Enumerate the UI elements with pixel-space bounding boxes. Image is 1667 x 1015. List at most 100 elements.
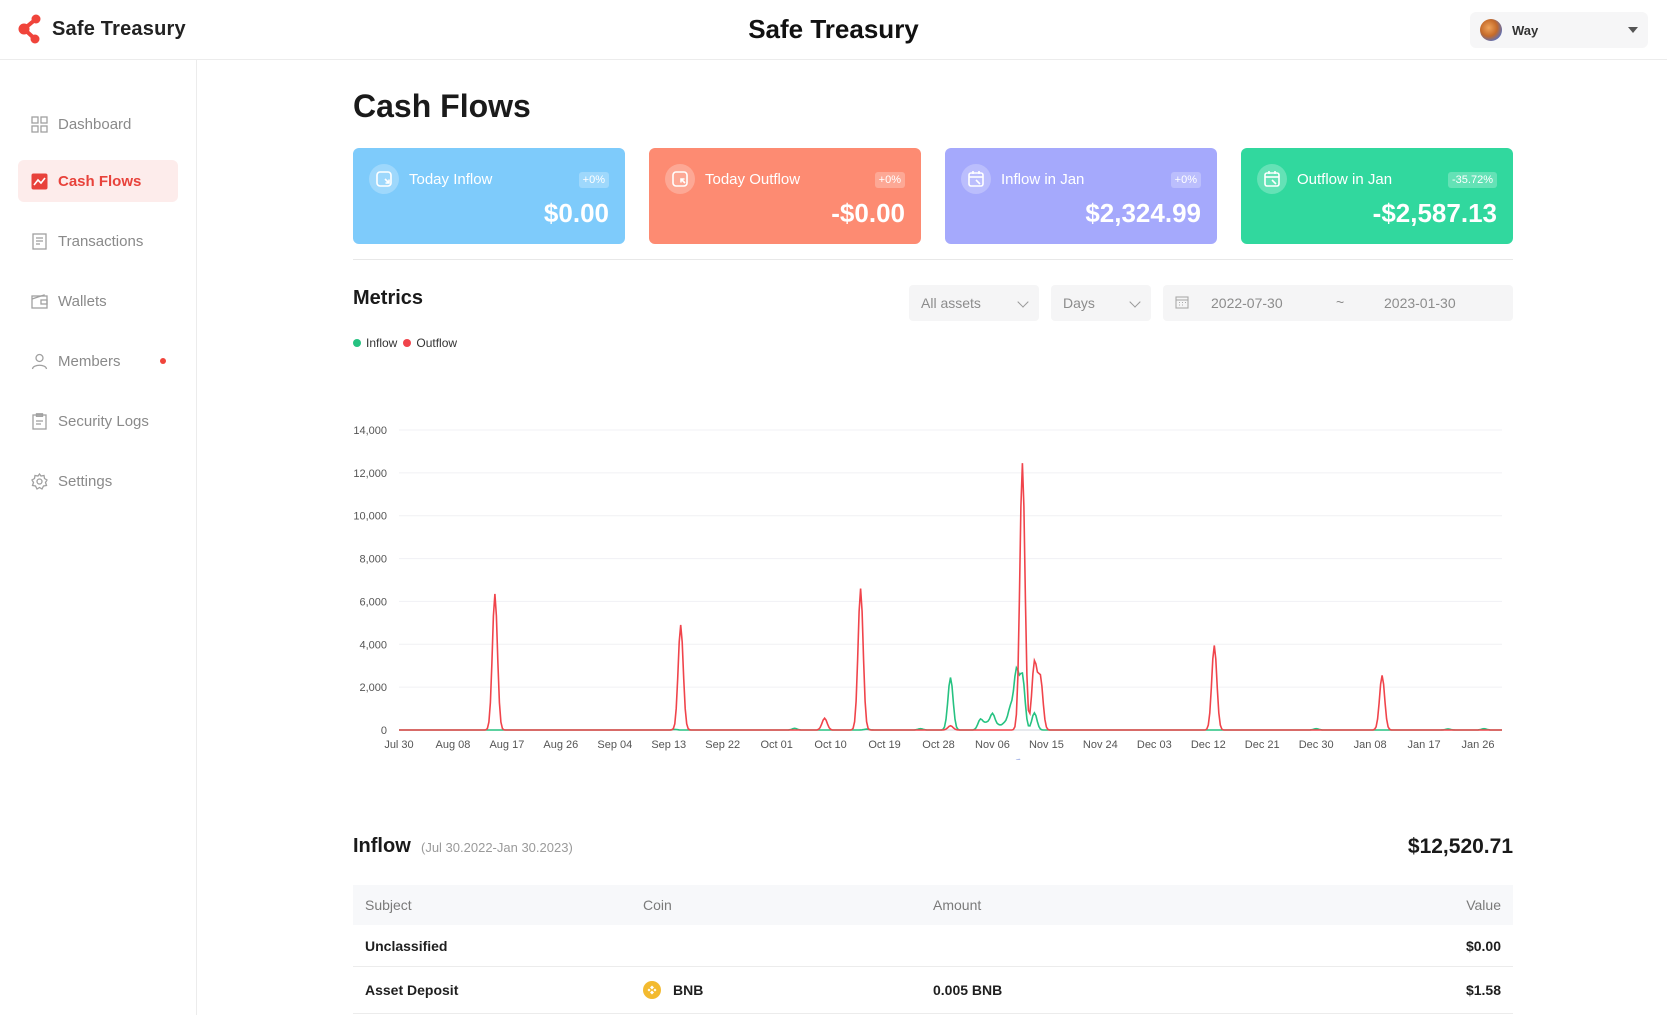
calendar-in-icon (961, 164, 991, 194)
y-tick-label: 6,000 (359, 596, 387, 608)
y-tick-label: 0 (381, 725, 387, 737)
inflow-title: Inflow (353, 835, 411, 857)
card-badge: -35.72% (1448, 172, 1497, 188)
sidebar: Dashboard Cash Flows Transactions Wallet… (0, 60, 197, 1015)
card-label: Today Outflow (705, 171, 801, 188)
x-tick-label: Jan 26 (1462, 739, 1495, 751)
card-inflow-month: Inflow in Jan +0% $2,324.99 (945, 148, 1217, 244)
legend-item-inflow[interactable]: Inflow (353, 336, 397, 350)
user-name: Way (1512, 22, 1539, 38)
page-title: Cash Flows (353, 88, 531, 124)
sidebar-item-label: Cash Flows (58, 172, 142, 190)
x-tick-label: Jan 08 (1354, 739, 1387, 751)
logo-text: Safe Treasury (52, 17, 186, 40)
y-tick-label: 12,000 (353, 468, 387, 480)
header-amount: Amount (933, 897, 982, 913)
sidebar-item-label: Transactions (58, 232, 144, 250)
sidebar-item-transactions[interactable]: Transactions (18, 220, 178, 262)
header-subject: Subject (365, 897, 412, 913)
sidebar-item-label: Settings (58, 472, 113, 490)
sidebar-item-label: Dashboard (58, 115, 132, 133)
table-row[interactable]: Asset Deposit BNB 0.005 BNB $1.58 (353, 967, 1513, 1014)
clipboard-icon (30, 412, 48, 430)
x-tick-label: Aug 17 (489, 739, 524, 751)
card-today-inflow: Today Inflow +0% $0.00 (353, 148, 625, 244)
legend-dot (403, 339, 412, 347)
end-date-input[interactable]: 2023-01-30 (1384, 295, 1456, 311)
card-badge: +0% (874, 172, 905, 188)
x-tick-label: Jan 17 (1408, 739, 1441, 751)
legend-item-outflow[interactable]: Outflow (403, 336, 457, 350)
card-value: $2,324.99 (1085, 198, 1201, 228)
x-tick-label: Nov 24 (1083, 739, 1118, 751)
inflow-series-line (399, 665, 1502, 731)
chevron-down-icon (1129, 296, 1141, 308)
row-subject: Unclassified (365, 937, 448, 954)
dashboard-icon (30, 115, 48, 133)
chevron-down-icon (1017, 296, 1029, 308)
header-value: Value (1466, 897, 1501, 913)
legend-dot (353, 339, 361, 347)
chart-icon (30, 172, 48, 190)
chart-legend: Inflow Outflow (353, 336, 457, 350)
user-menu[interactable]: Way (1470, 12, 1648, 48)
avatar (1480, 19, 1502, 41)
y-tick-label: 4,000 (359, 639, 387, 651)
card-label: Today Inflow (409, 171, 493, 188)
sidebar-item-settings[interactable]: Settings (18, 460, 178, 502)
logo-icon (18, 14, 41, 44)
sidebar-item-cash-flows[interactable]: Cash Flows (18, 160, 178, 202)
wallet-icon (30, 292, 48, 310)
bnb-coin-icon (643, 981, 661, 999)
x-tick-label: Aug 08 (436, 739, 471, 751)
user-icon (30, 352, 48, 370)
header-coin: Coin (643, 897, 672, 913)
sidebar-item-dashboard[interactable]: Dashboard (18, 103, 178, 145)
inflow-table: Subject Coin Amount Value Unclassified $… (353, 885, 1513, 1014)
summary-cards: Today Inflow +0% $0.00 Today Outflow +0%… (353, 148, 1513, 244)
caret-down-icon (1628, 27, 1638, 33)
x-tick-label: Oct 28 (922, 739, 954, 751)
gear-icon (30, 472, 48, 490)
x-tick-label: Dec 30 (1299, 739, 1334, 751)
x-tick-label: Dec 03 (1137, 739, 1172, 751)
start-date-input[interactable]: 2022-07-30 (1211, 295, 1283, 311)
inflow-range: (Jul 30.2022-Jan 30.2023) (421, 840, 573, 855)
x-tick-label: Sep 13 (651, 739, 686, 751)
row-amount: 0.005 BNB (933, 982, 1003, 998)
period-select[interactable]: Days (1051, 285, 1151, 321)
card-value: -$2,587.13 (1372, 198, 1497, 228)
row-subject: Asset Deposit (365, 982, 459, 998)
date-separator: ~ (1336, 294, 1345, 310)
x-tick-label: Dec 12 (1191, 739, 1226, 751)
asset-select[interactable]: All assets (909, 285, 1039, 321)
logo[interactable]: Safe Treasury (18, 14, 186, 44)
sidebar-item-wallets[interactable]: Wallets (18, 280, 178, 322)
outflow-series-line (399, 463, 1502, 731)
x-tick-label: Dec 21 (1245, 739, 1280, 751)
zoom-preview (1015, 758, 1021, 760)
period-select-value: Days (1063, 295, 1095, 311)
sidebar-item-label: Wallets (58, 292, 107, 310)
top-header: Safe Treasury Safe Treasury Way (0, 0, 1667, 60)
y-tick-label: 8,000 (359, 554, 387, 566)
table-row[interactable]: Unclassified $0.00 (353, 925, 1513, 967)
divider (353, 259, 1513, 260)
inflow-icon (369, 164, 399, 194)
calendar-out-icon (1257, 164, 1287, 194)
document-icon (30, 232, 48, 250)
metrics-title: Metrics (353, 287, 424, 309)
x-tick-label: Nov 15 (1029, 739, 1064, 751)
x-tick-label: Nov 06 (975, 739, 1010, 751)
table-header: Subject Coin Amount Value (353, 885, 1513, 925)
row-coin: BNB (643, 981, 933, 999)
date-range-picker[interactable]: 2022-07-30 ~ 2023-01-30 (1163, 285, 1513, 321)
asset-select-value: All assets (921, 295, 981, 311)
sidebar-item-members[interactable]: Members (18, 340, 178, 382)
x-tick-label: Jul 30 (384, 739, 413, 751)
coin-name: BNB (673, 982, 704, 998)
y-tick-label: 2,000 (359, 682, 387, 694)
sidebar-item-security-logs[interactable]: Security Logs (18, 400, 178, 442)
calendar-icon (1175, 295, 1189, 312)
x-tick-label: Oct 01 (760, 739, 792, 751)
